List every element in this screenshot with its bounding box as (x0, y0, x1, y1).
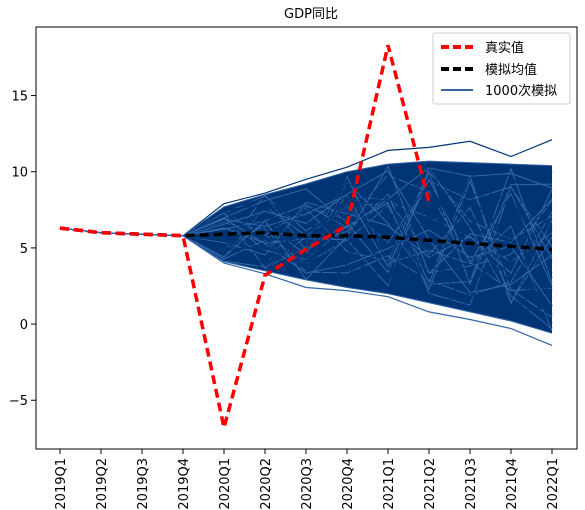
legend-label-sim: 1000次模拟 (485, 83, 557, 99)
y-tick-label: 0 (20, 318, 28, 333)
x-tick-label: 2021Q4 (505, 458, 520, 510)
y-tick-label: 10 (11, 166, 28, 181)
series-mean-line (59, 226, 553, 252)
x-tick-label: 2021Q2 (423, 458, 438, 510)
x-tick-label: 2021Q1 (382, 458, 397, 510)
legend-box (432, 32, 571, 105)
x-tick-label: 2020Q4 (341, 458, 356, 510)
y-tick-label: 15 (11, 90, 28, 105)
legend: 真实值 模拟均值 1000次模拟 (432, 32, 571, 105)
x-axis: 2019Q1 2019Q2 2019Q3 2019Q4 2020Q1 2020Q2 2020… (54, 449, 561, 510)
line-layer (59, 44, 553, 429)
series-real-line (59, 44, 431, 429)
x-tick-label: 2019Q4 (177, 458, 192, 510)
x-tick-label: 2019Q1 (54, 458, 69, 510)
chart-title: GDP同比 (284, 7, 338, 22)
legend-label-real: 真实值 (485, 40, 524, 56)
x-tick-label: 2020Q1 (218, 458, 233, 510)
simulation-path-lower (59, 227, 553, 334)
x-tick-label: 2019Q3 (136, 458, 151, 510)
x-tick-label: 2020Q2 (259, 458, 274, 510)
x-tick-label: 2019Q2 (95, 458, 110, 510)
simulation-band (59, 139, 553, 346)
x-tick-label: 2022Q1 (546, 458, 561, 510)
y-axis: −5 0 5 10 15 (9, 90, 36, 409)
legend-label-mean: 模拟均值 (485, 62, 537, 78)
y-tick-label: −5 (9, 394, 28, 409)
x-tick-label: 2021Q3 (464, 458, 479, 510)
x-tick-label: 2020Q3 (300, 458, 315, 510)
y-tick-label: 5 (20, 242, 28, 257)
